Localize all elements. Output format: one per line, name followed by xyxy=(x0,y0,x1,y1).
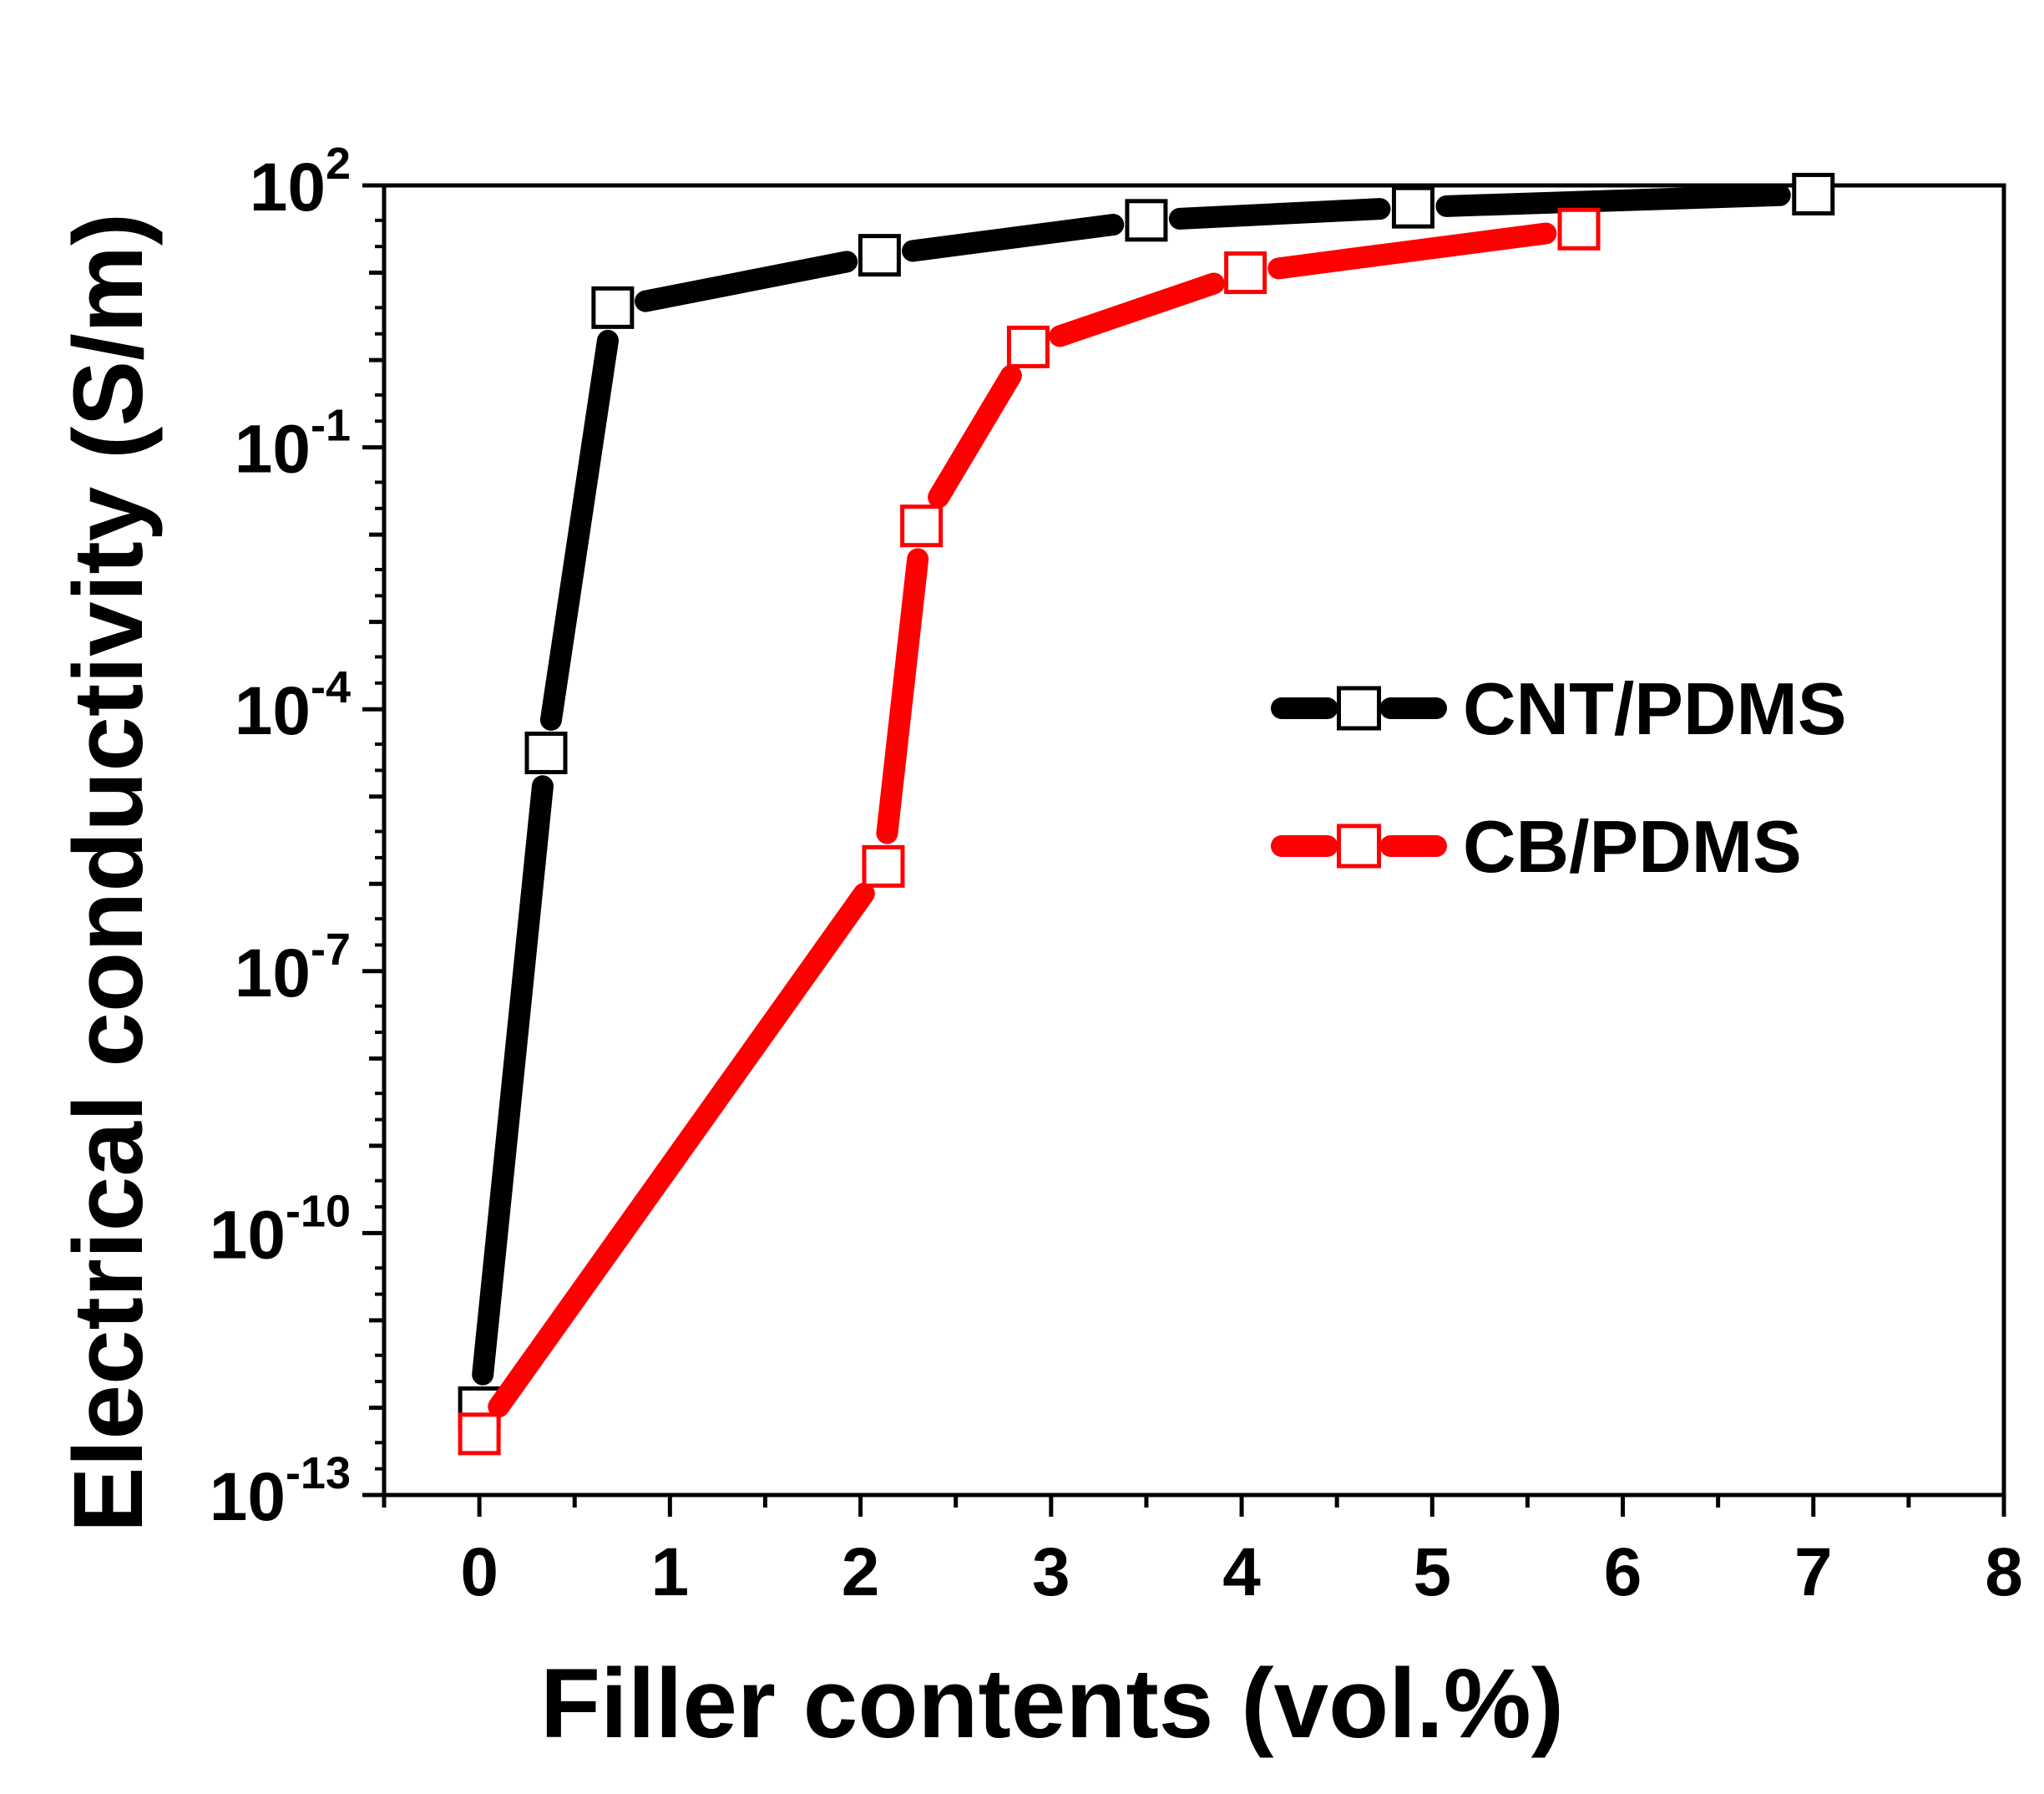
y-axis-label: Electrical conductivity (S/m) xyxy=(53,213,164,1533)
y-tick-exponent: -13 xyxy=(286,1448,351,1498)
x-tick-label: 7 xyxy=(1794,1534,1833,1610)
series-2-segment xyxy=(488,882,875,1418)
x-tick-label: 3 xyxy=(1032,1534,1070,1610)
series-1-segment xyxy=(902,214,1125,262)
series-2-marker xyxy=(458,1412,501,1456)
y-tick-exponent: -1 xyxy=(311,401,351,451)
series-2-segment xyxy=(928,364,1022,509)
y-tick-label: 10-4 xyxy=(235,662,351,749)
y-tick-label: 102 xyxy=(250,139,351,226)
series-1-marker xyxy=(858,234,901,277)
x-tick-label: 1 xyxy=(651,1534,690,1610)
series-1-marker xyxy=(591,286,635,329)
x-tick-label: 6 xyxy=(1604,1534,1642,1610)
series-1-marker xyxy=(1391,185,1434,229)
y-tick-base: 10 xyxy=(235,935,311,1011)
y-tick-base: 10 xyxy=(210,1197,286,1273)
series-1-segment xyxy=(1435,184,1791,217)
y-tick-label: 10-13 xyxy=(210,1448,351,1535)
legend: CNT/PDMS CB/PDMS xyxy=(1271,667,1847,888)
series-1-segment xyxy=(635,251,858,312)
x-tick-label: 2 xyxy=(842,1534,880,1610)
legend-label: CB/PDMS xyxy=(1463,805,1802,888)
y-tick-base: 10 xyxy=(210,1459,286,1535)
x-tick-label: 4 xyxy=(1222,1534,1261,1610)
series-2-marker xyxy=(1006,325,1050,368)
y-tick-exponent: 2 xyxy=(326,139,351,189)
series-2-segment xyxy=(876,548,929,844)
y-tick-label: 10-7 xyxy=(235,925,351,1011)
legend-label: CNT/PDMS xyxy=(1463,667,1847,750)
series-1-segment xyxy=(472,775,554,1386)
x-tick-label: 5 xyxy=(1413,1534,1451,1610)
series-1-marker xyxy=(524,731,568,774)
y-tick-base: 10 xyxy=(235,673,311,749)
legend-marker xyxy=(1337,686,1381,731)
series-1-marker xyxy=(1125,199,1168,242)
series-1-marker xyxy=(1792,172,1835,215)
x-tick-label: 0 xyxy=(460,1534,498,1610)
y-tick-label: 10-10 xyxy=(210,1186,351,1273)
y-tick-base: 10 xyxy=(250,150,326,226)
y-tick-base: 10 xyxy=(235,412,311,488)
legend-marker xyxy=(1337,824,1381,869)
x-axis-label: Filler contents (vol.%) xyxy=(540,1649,1564,1759)
plot-frame xyxy=(382,183,2006,1498)
series-1-segment xyxy=(539,329,619,731)
series-2-marker xyxy=(862,844,905,888)
y-tick-exponent: -4 xyxy=(311,662,351,712)
plot-border xyxy=(382,183,2006,1498)
series-layer xyxy=(458,172,1835,1456)
series-2-segment xyxy=(1049,272,1225,347)
series-2-marker xyxy=(900,504,944,548)
x-tick-label: 8 xyxy=(1985,1534,2023,1610)
series-2-marker xyxy=(1224,251,1267,295)
series-1-segment xyxy=(1168,198,1391,230)
y-tick-label: 10-1 xyxy=(235,401,351,488)
series-2-marker xyxy=(1557,207,1601,251)
y-tick-exponent: -7 xyxy=(311,925,351,975)
series-2-segment xyxy=(1267,222,1557,280)
y-tick-exponent: -10 xyxy=(286,1186,351,1236)
